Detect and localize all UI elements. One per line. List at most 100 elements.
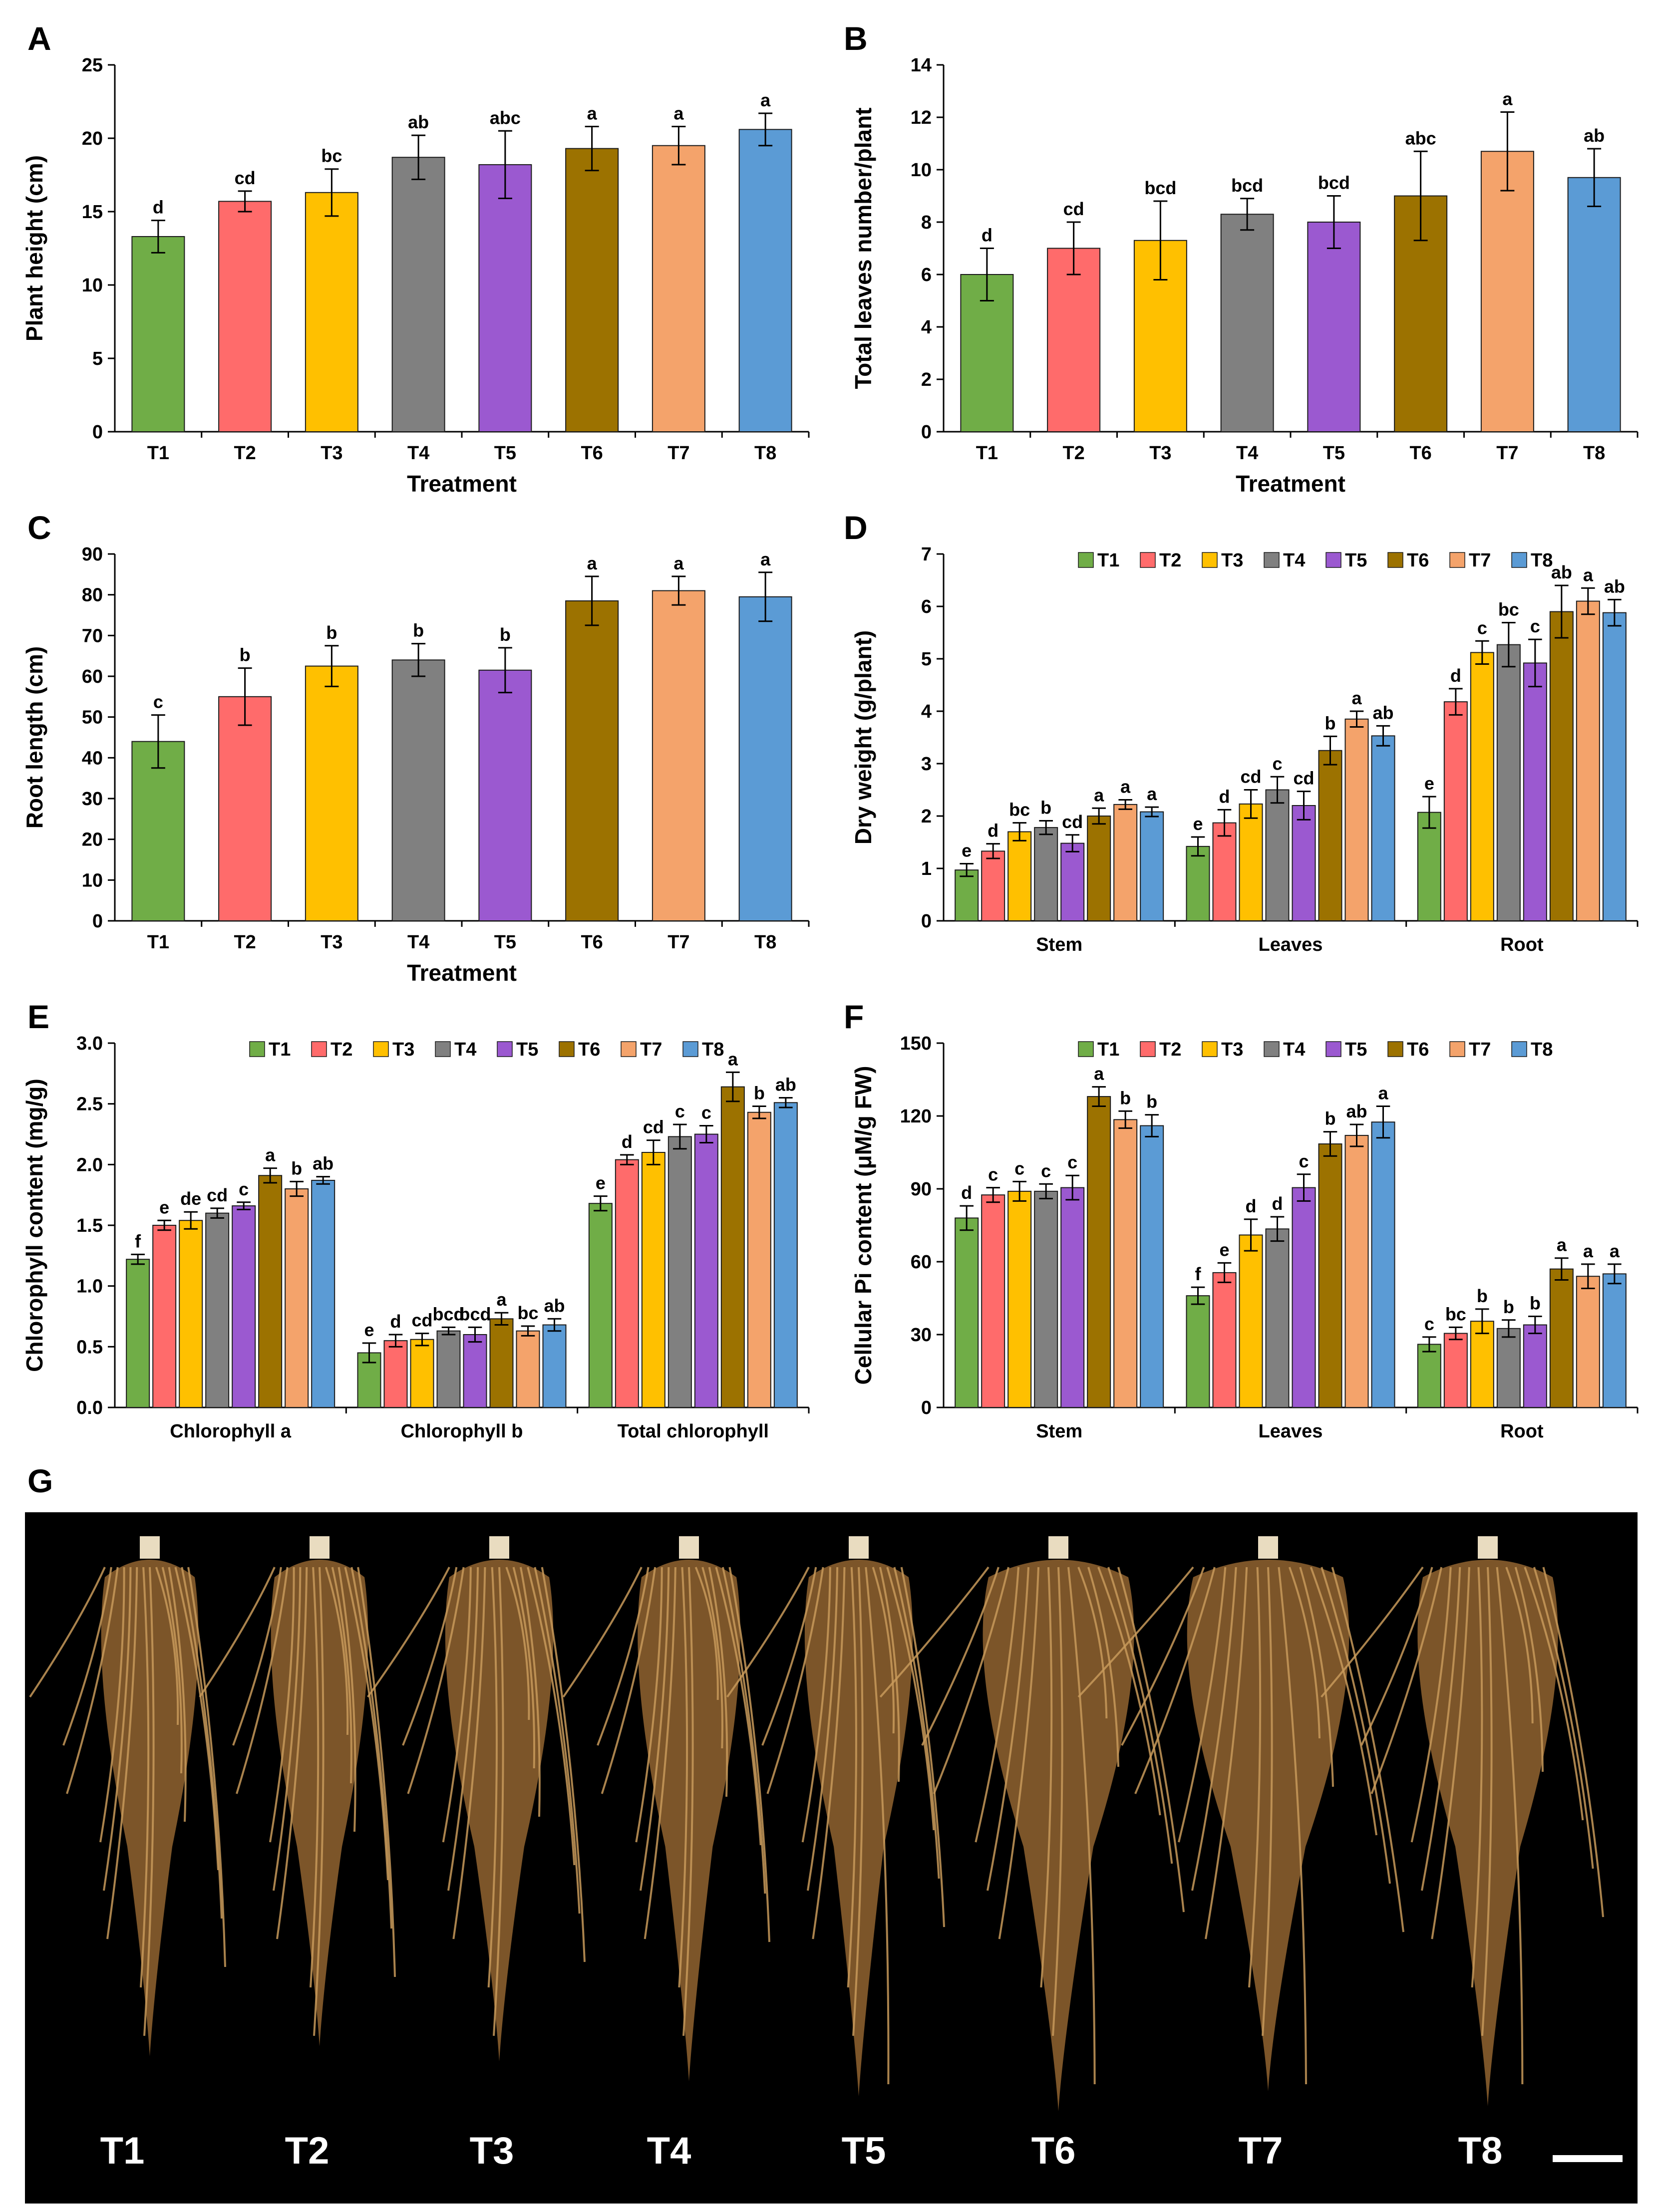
significance-letter: ab: [544, 1295, 565, 1316]
x-tick-label: T5: [494, 932, 516, 953]
group-label: Stem: [1036, 1421, 1082, 1442]
root-strand: [1107, 1567, 1173, 1864]
significance-letter: e: [1219, 1239, 1229, 1260]
significance-letter: b: [240, 645, 251, 665]
significance-letter: b: [500, 624, 511, 645]
significance-letter: a: [1610, 1241, 1620, 1261]
root-strand: [344, 1567, 389, 1881]
significance-letter: e: [1424, 773, 1434, 794]
y-tick-label: 0: [92, 911, 103, 932]
root-strand: [893, 1567, 940, 1879]
significance-letter: b: [1146, 1092, 1157, 1112]
legend-swatch-t3: [1202, 552, 1218, 568]
bar-t7: [652, 590, 705, 921]
legend-swatch-t4: [1264, 552, 1280, 568]
bar-t3: [305, 192, 358, 432]
significance-letter: d: [988, 821, 998, 841]
bar-t6-2: [1549, 1268, 1574, 1408]
root-strand: [761, 1567, 817, 1746]
x-tick-label: T3: [1149, 443, 1171, 464]
y-tick-label: 2: [921, 369, 932, 390]
root-strand: [597, 1567, 650, 1746]
significance-letter: a: [1351, 688, 1362, 708]
root-strand: [512, 1567, 536, 1769]
significance-letter: a: [760, 90, 771, 110]
bar-t7-1: [1344, 718, 1369, 921]
root-strand: [1191, 1567, 1237, 1891]
y-tick-label: 20: [82, 128, 103, 149]
significance-letter: e: [596, 1173, 606, 1193]
bar-t3-1: [1239, 1234, 1263, 1408]
root-strand: [1117, 1567, 1185, 1913]
root-strand: [1370, 1567, 1443, 1794]
significance-letter: e: [962, 840, 972, 861]
root-strand: [879, 1567, 900, 1782]
root-mass: [1417, 1560, 1558, 2106]
significance-letter: d: [1219, 786, 1230, 807]
significance-letter: bcd: [1318, 173, 1350, 193]
bar-t3-0: [179, 1220, 203, 1408]
legend-swatch-t4: [435, 1041, 451, 1057]
x-axis-title: Treatment: [407, 960, 517, 986]
panel-a: A 0 5 10 15 20 25 Plant height (cm) d T1 cd T2 bc T3 a…: [21, 20, 810, 497]
significance-letter: c: [701, 1102, 711, 1122]
legend-swatch-t5: [497, 1041, 513, 1057]
panel-letter-b: B: [844, 20, 868, 57]
bar-t8-1: [1371, 1121, 1395, 1408]
bar-t5-2: [1523, 662, 1547, 921]
significance-letter: d: [390, 1311, 401, 1332]
y-tick-label: 15: [82, 202, 103, 223]
y-tick-label: 1.5: [76, 1215, 103, 1236]
root-strand: [143, 1567, 155, 2036]
legend-label-t2: T2: [1159, 550, 1181, 571]
bar-t7-2: [1576, 600, 1600, 921]
root-strand: [708, 1567, 728, 1797]
x-tick-label: T4: [407, 443, 429, 464]
root-strand: [447, 1567, 479, 1891]
bar-t4-0: [205, 1212, 230, 1408]
bar-t5-0: [232, 1205, 256, 1408]
root-strand: [534, 1567, 581, 1914]
root-strand: [337, 1567, 356, 1832]
significance-letter: d: [1246, 1196, 1257, 1216]
root-strand: [1496, 1567, 1524, 2085]
significance-letter: a: [587, 553, 598, 573]
photo-label-t5: T5: [842, 2130, 886, 2172]
bar-t7-0: [285, 1188, 309, 1408]
legend-swatch-t3: [1202, 1041, 1218, 1057]
bar-t7: [1480, 151, 1534, 432]
root-strand: [694, 1567, 719, 1700]
significance-letter: c: [675, 1101, 685, 1121]
root-strand: [236, 1567, 289, 1794]
panel-letter-f: F: [844, 998, 864, 1035]
significance-letter: c: [1272, 753, 1282, 774]
significance-letter: b: [1530, 1293, 1541, 1314]
significance-letter: a: [496, 1289, 507, 1310]
bar-t6: [565, 600, 619, 921]
bar-t1-2: [1417, 812, 1441, 922]
root-strand: [350, 1567, 392, 1929]
legend-swatch-t2: [311, 1041, 327, 1057]
legend-swatch-t6: [559, 1041, 575, 1057]
significance-letter: abc: [490, 107, 521, 128]
significance-letter: ab: [775, 1075, 796, 1095]
stem-base: [679, 1536, 699, 1559]
root-strand: [879, 1566, 990, 1698]
y-tick-label: 14: [911, 55, 932, 76]
significance-letter: a: [587, 103, 598, 123]
legend-label-t7: T7: [1469, 1039, 1491, 1060]
significance-letter: bc: [321, 146, 342, 166]
root-strand: [505, 1567, 530, 1720]
root-strand: [442, 1567, 472, 1843]
legend-label-t2: T2: [1159, 1039, 1181, 1060]
significance-letter: a: [673, 553, 684, 573]
y-tick-label: 8: [921, 212, 932, 233]
bar-t1-2: [1417, 1344, 1441, 1408]
legend-label-t4: T4: [1283, 550, 1305, 571]
bar-t3-1: [1239, 803, 1263, 921]
y-tick-label: 4: [921, 701, 932, 722]
bar-t7-0: [1113, 804, 1138, 922]
significance-letter: bcd: [1144, 178, 1176, 198]
bar-t5-2: [694, 1133, 718, 1408]
y-axis-title: Root length (cm): [21, 646, 47, 829]
